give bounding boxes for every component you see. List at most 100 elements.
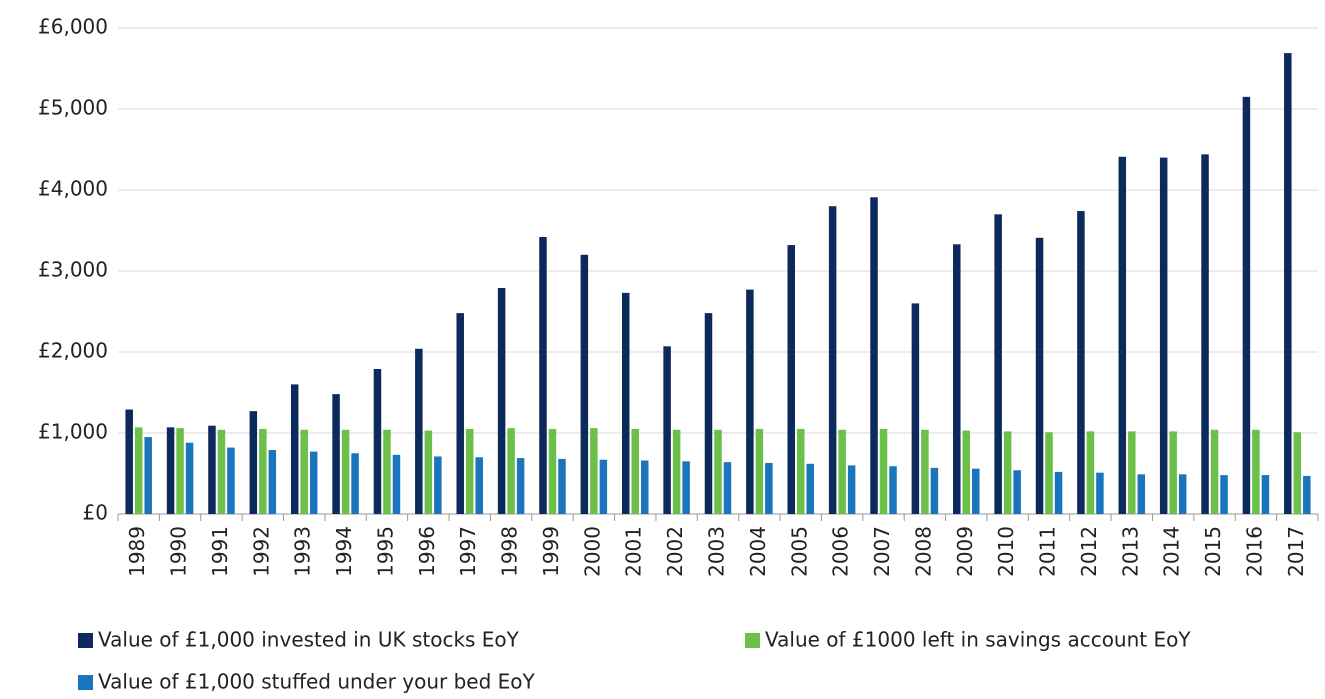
bar	[838, 429, 846, 514]
bar	[351, 453, 359, 514]
bar	[1128, 431, 1136, 514]
y-tick-label: £6,000	[38, 15, 108, 39]
bar	[682, 461, 690, 514]
y-tick-label: £2,000	[38, 339, 108, 363]
bar	[1169, 431, 1177, 514]
x-tick-label: 2016	[1242, 526, 1266, 577]
bar	[1096, 472, 1104, 514]
x-tick-label: 2005	[787, 526, 811, 577]
x-tick-label: 1995	[373, 526, 397, 577]
x-tick-label: 2003	[705, 526, 729, 577]
bar	[208, 425, 216, 514]
y-tick-label: £3,000	[38, 258, 108, 282]
bar	[1003, 431, 1012, 514]
bar	[1242, 96, 1251, 514]
bar	[1210, 429, 1219, 514]
bar	[640, 460, 649, 514]
y-tick-label: £5,000	[38, 96, 108, 120]
bar	[125, 409, 133, 514]
bar	[870, 197, 878, 515]
x-tick-label: 1999	[539, 526, 563, 577]
bar	[144, 437, 152, 514]
bar	[341, 429, 350, 514]
x-tick-label: 2002	[663, 526, 687, 577]
bar	[383, 429, 391, 514]
bar	[723, 462, 732, 514]
x-tick-label: 1998	[498, 526, 522, 577]
bar	[1086, 431, 1095, 514]
bar	[1303, 475, 1311, 514]
bar	[134, 427, 143, 514]
bar	[972, 468, 980, 514]
x-tick-label: 1990	[167, 526, 191, 577]
x-tick-label: 2015	[1201, 526, 1225, 577]
bar	[672, 429, 681, 514]
bar	[1045, 432, 1053, 514]
bar	[166, 427, 175, 514]
bar	[921, 429, 929, 514]
bar	[424, 430, 433, 514]
x-tick-label: 1996	[415, 526, 439, 577]
bar	[787, 245, 796, 514]
bar	[539, 236, 547, 515]
legend-swatch	[78, 675, 93, 690]
bar	[309, 451, 318, 514]
bar	[911, 303, 920, 514]
bar	[590, 428, 598, 514]
x-tick-label: 2006	[829, 526, 853, 577]
bar	[475, 457, 483, 514]
x-tick-label: 2011	[1036, 526, 1060, 577]
bar	[1201, 154, 1209, 515]
bar	[497, 288, 506, 514]
bar	[300, 429, 308, 514]
bar	[953, 244, 961, 514]
x-tick-label: 2004	[746, 526, 770, 577]
x-tick-label: 1992	[249, 526, 273, 577]
bar	[663, 346, 671, 514]
x-tick-label: 2010	[994, 526, 1018, 577]
bar	[962, 430, 971, 514]
y-tick-label: £0	[83, 501, 108, 525]
legend-swatch	[78, 633, 93, 648]
x-tick-label: 2013	[1118, 526, 1142, 577]
bar	[994, 214, 1002, 515]
x-tick-label: 2017	[1284, 526, 1308, 577]
bar	[714, 429, 722, 514]
bar	[847, 465, 856, 514]
bar	[227, 447, 235, 514]
bar	[1159, 157, 1168, 514]
x-tick-label: 1994	[332, 526, 356, 577]
bar	[176, 428, 184, 514]
bar	[765, 462, 773, 514]
bar	[1178, 474, 1187, 514]
bar	[879, 428, 888, 514]
bar	[1137, 474, 1146, 514]
bar	[746, 289, 754, 514]
legend-label: Value of £1,000 stuffed under your bed E…	[98, 670, 536, 694]
bar	[599, 459, 608, 514]
bar	[631, 428, 639, 514]
y-tick-label: £4,000	[38, 177, 108, 201]
bar	[290, 384, 299, 514]
bar	[392, 454, 401, 514]
bar	[1035, 237, 1044, 515]
bar	[1252, 429, 1260, 514]
bar	[415, 348, 423, 514]
x-tick-label: 1997	[456, 526, 480, 577]
bar	[185, 442, 194, 514]
bar	[1077, 211, 1085, 514]
bar	[332, 394, 340, 514]
bar	[621, 292, 630, 514]
bar	[1293, 432, 1302, 514]
bar	[217, 429, 226, 514]
x-tick-label: 1993	[291, 526, 315, 577]
bar	[828, 206, 837, 514]
bar	[1054, 471, 1063, 514]
y-tick-label: £1,000	[38, 420, 108, 444]
x-tick-label: 2007	[870, 526, 894, 577]
legend-swatch	[745, 633, 760, 648]
x-tick-label: 2014	[1160, 526, 1184, 577]
bar	[558, 458, 566, 514]
bar	[548, 428, 557, 514]
